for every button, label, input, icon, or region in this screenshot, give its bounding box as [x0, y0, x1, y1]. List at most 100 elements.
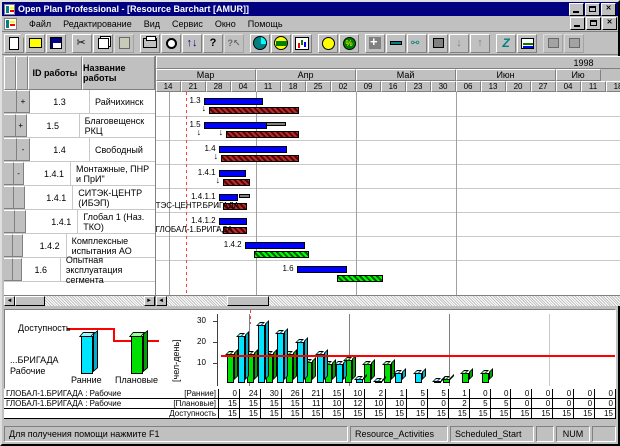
row-selector[interactable] — [4, 114, 16, 137]
cell-activity-name[interactable]: Глобал 1 (Наз. ТКО) — [83, 211, 145, 232]
sort-icon[interactable]: ↑↓ — [182, 33, 202, 53]
restore-button[interactable] — [585, 2, 600, 16]
copy-icon[interactable] — [93, 33, 113, 53]
gantt-bar-dred[interactable] — [220, 155, 299, 162]
gantt-bar-blue[interactable] — [218, 170, 246, 177]
gantt-bar-gray[interactable] — [265, 122, 286, 126]
spell-icon[interactable]: ? — [203, 33, 223, 53]
percent-icon[interactable]: % — [339, 33, 359, 53]
gantt-bar-green[interactable] — [336, 275, 383, 282]
cost-icon[interactable] — [318, 33, 338, 53]
cell-activity-id[interactable]: 1.4 — [30, 138, 90, 161]
gantt-hscroll-thumb[interactable] — [226, 296, 269, 306]
cell-activity-name[interactable]: Комплексные испытания АО — [71, 235, 132, 256]
cell-activity-name[interactable]: Свободный — [95, 144, 143, 155]
gantt-bar-blue[interactable] — [244, 242, 305, 249]
table-hscroll-thumb[interactable] — [15, 296, 45, 306]
table-row[interactable]: -1.4.1 Монтажные, ПНР и ПрИ" — [4, 162, 155, 186]
gantt-bar-dred[interactable] — [222, 179, 250, 186]
cell-activity-name[interactable]: Благовещенск РКЦ — [84, 115, 145, 136]
menu-item-view[interactable]: Вид — [143, 18, 160, 29]
table-hscroll-track[interactable] — [15, 296, 144, 306]
row-selector[interactable] — [4, 162, 15, 185]
outline-toggle[interactable] — [13, 234, 23, 257]
gantt-bar-dred[interactable] — [225, 131, 299, 138]
cell-activity-name[interactable]: Монтажные, ПНР и ПрИ" — [76, 163, 150, 184]
status-sort[interactable]: Scheduled_Start — [450, 426, 534, 442]
demote-icon[interactable]: ↓ — [449, 33, 469, 53]
row-selector[interactable] — [4, 186, 15, 209]
gantt-bar-blue[interactable] — [218, 218, 247, 225]
menu-item-file[interactable]: Файл — [29, 18, 52, 29]
table-row[interactable]: +1.3 Райчихинск — [4, 90, 155, 114]
resource-globe-icon[interactable] — [271, 33, 291, 53]
layout-1-icon[interactable] — [543, 33, 563, 53]
paste-icon[interactable] — [114, 33, 134, 53]
child-close-button[interactable]: ✕ — [602, 17, 617, 30]
save-icon[interactable] — [46, 33, 66, 53]
unlink-icon[interactable] — [428, 33, 448, 53]
status-filter[interactable]: Resource_Activities — [350, 426, 448, 442]
gantt-hscrollbar[interactable]: ◄ ► — [155, 295, 620, 306]
scroll-right-button[interactable]: ► — [143, 296, 155, 306]
cell-activity-id[interactable]: 1.3 — [30, 90, 90, 113]
table-hscrollbar[interactable]: ◄ ► — [4, 295, 155, 306]
cell-activity-id[interactable]: 1.4.1 — [24, 162, 72, 185]
gantt-hscroll-track[interactable] — [166, 296, 620, 306]
outline-toggle[interactable]: + — [17, 90, 30, 113]
barchart-icon[interactable] — [292, 33, 312, 53]
promote-icon[interactable]: ↑ — [470, 33, 490, 53]
gantt-scroll-left-button[interactable]: ◄ — [155, 296, 167, 306]
new-icon[interactable] — [4, 33, 24, 53]
gantt-bar-green[interactable] — [253, 251, 309, 258]
cell-activity-id[interactable]: 1.4.1 — [26, 210, 79, 233]
layout-2-icon[interactable] — [564, 33, 584, 53]
legend-icon[interactable] — [517, 33, 537, 53]
gantt-bar-blue[interactable] — [218, 194, 238, 201]
menu-item-window[interactable]: Окно — [214, 18, 236, 29]
column-header-name[interactable]: Название работы — [82, 56, 155, 90]
minimize-button[interactable] — [569, 2, 584, 16]
column-header-id[interactable]: ID работы — [27, 56, 82, 90]
child-restore-button[interactable] — [586, 17, 601, 30]
menu-item-service[interactable]: Сервис — [172, 18, 203, 29]
document-icon[interactable] — [4, 17, 17, 30]
row-selector[interactable] — [4, 210, 16, 233]
outline-toggle[interactable]: - — [17, 138, 30, 161]
open-icon[interactable] — [25, 33, 45, 53]
resource-histogram[interactable]: Доступность ...БРИГАДА Рабочие Ранние Пл… — [4, 309, 616, 389]
row-selector[interactable] — [4, 258, 13, 281]
scroll-left-button[interactable]: ◄ — [4, 296, 15, 306]
gantt-bar-blue[interactable] — [218, 146, 287, 153]
gantt-bar-blue[interactable] — [203, 98, 263, 105]
cell-activity-name[interactable]: Опытная эксплуатация сегмента — [65, 254, 123, 285]
table-row[interactable]: 1.4.2 Комплексные испытания АО — [4, 234, 155, 258]
gantt-bar-gray[interactable] — [238, 194, 250, 198]
outline-toggle[interactable] — [15, 210, 27, 233]
print-preview-icon[interactable] — [161, 33, 181, 53]
gantt-bar-blue[interactable] — [296, 266, 347, 273]
table-row[interactable]: 1.6 Опытная эксплуатация сегмента — [4, 254, 155, 285]
outline-toggle[interactable] — [12, 258, 22, 281]
outline-toggle[interactable]: + — [15, 114, 27, 137]
row-selector[interactable] — [4, 138, 17, 161]
table-row[interactable]: 1.4.1 Глобал 1 (Наз. ТКО) — [4, 210, 155, 234]
link-icon[interactable]: ⚯ — [407, 33, 427, 53]
cell-activity-id[interactable]: 1.4.2 — [23, 234, 67, 257]
table-row[interactable]: -1.4 Свободный — [4, 138, 155, 162]
cell-activity-id[interactable]: 1.6 — [22, 258, 61, 281]
menu-item-edit[interactable]: Редактирование — [63, 18, 132, 29]
gantt-bar-blue[interactable] — [203, 122, 267, 129]
pie-chart-icon[interactable] — [250, 33, 270, 53]
row-selector[interactable] — [4, 234, 14, 257]
outline-toggle[interactable] — [14, 186, 25, 209]
cell-activity-name[interactable]: Райчихинск — [95, 96, 144, 107]
zoom-z-icon[interactable]: Z — [496, 33, 516, 53]
cell-activity-name[interactable]: СИТЭК-ЦЕНТР (ИБЭП) — [78, 187, 143, 208]
remove-icon[interactable] — [386, 33, 406, 53]
cut-icon[interactable]: ✂ — [72, 33, 92, 53]
cell-activity-id[interactable]: 1.4.1 — [25, 186, 74, 209]
close-button[interactable]: ✕ — [601, 2, 616, 16]
print-icon[interactable] — [140, 33, 160, 53]
outline-toggle[interactable]: - — [14, 162, 25, 185]
